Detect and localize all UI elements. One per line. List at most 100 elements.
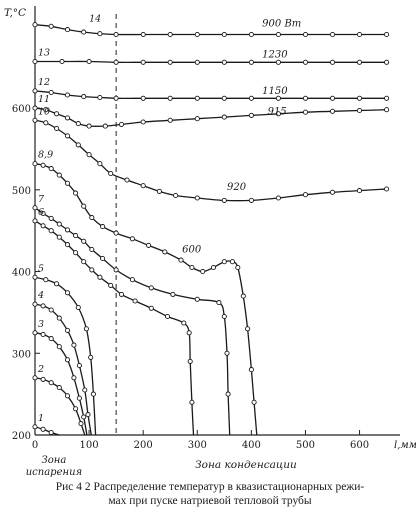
- data-point: [40, 210, 46, 217]
- data-point: [356, 59, 363, 65]
- data-point: [97, 161, 103, 167]
- data-point: [384, 186, 390, 192]
- data-point: [302, 95, 309, 101]
- data-point: [43, 107, 49, 113]
- data-point: [275, 95, 281, 101]
- data-point: [140, 59, 146, 65]
- data-point: [162, 249, 168, 255]
- data-point: [167, 59, 173, 65]
- curve-label-13: 13: [38, 47, 50, 58]
- data-point: [48, 429, 54, 436]
- data-point: [48, 215, 54, 221]
- data-point: [167, 95, 173, 101]
- data-point: [56, 221, 62, 227]
- data-point: [221, 197, 227, 203]
- chart-axes: 0 100 200 300 400 500 600 200 300 400 500 600 T,°C l,…: [4, 6, 416, 478]
- data-point: [108, 282, 114, 288]
- data-point: [64, 393, 71, 399]
- data-point: [170, 291, 176, 297]
- data-point: [167, 117, 173, 123]
- power-annotation: 920: [227, 182, 247, 193]
- curve-label-4: 4: [37, 290, 44, 301]
- data-point: [113, 59, 119, 65]
- data-point: [73, 190, 79, 196]
- curve-label-11: 11: [38, 94, 50, 105]
- data-point: [81, 414, 87, 420]
- data-point: [100, 255, 106, 262]
- data-point: [194, 31, 200, 38]
- data-point: [113, 31, 119, 38]
- data-point: [71, 375, 77, 381]
- data-point: [148, 305, 154, 311]
- data-point: [64, 242, 71, 248]
- data-point: [76, 395, 82, 401]
- data-point: [235, 264, 241, 271]
- data-point: [118, 121, 125, 127]
- data-point: [221, 114, 227, 120]
- x-tick-label: 500: [296, 440, 315, 451]
- data-point: [118, 291, 125, 297]
- data-point: [86, 58, 92, 65]
- data-point: [75, 142, 81, 148]
- data-point: [64, 290, 71, 296]
- data-point: [384, 107, 390, 113]
- data-point: [32, 58, 38, 65]
- zone-condensation-label: Зона конденсации: [195, 459, 297, 471]
- data-point: [81, 94, 87, 100]
- data-point: [248, 197, 254, 203]
- data-point: [221, 313, 227, 320]
- data-point: [56, 315, 62, 321]
- figure-caption: Рис 4 2 Распределение температур в квази…: [14, 480, 406, 508]
- data-point: [248, 59, 254, 65]
- power-annotation: 1230: [262, 49, 288, 60]
- data-point: [73, 233, 79, 239]
- data-point: [275, 31, 281, 38]
- data-point: [86, 123, 92, 129]
- data-point: [43, 277, 49, 283]
- data-point: [194, 195, 200, 201]
- data-point: [100, 224, 106, 230]
- caption-line-2: мах при пуске натриевой тепловой трубы: [108, 495, 312, 507]
- data-point: [221, 59, 227, 65]
- y-tick-label: 600: [12, 104, 31, 115]
- curve-label-1: 1: [38, 413, 44, 424]
- data-point: [221, 259, 227, 265]
- data-point: [40, 223, 46, 229]
- data-point: [329, 59, 336, 65]
- series-line-6: [34, 220, 195, 436]
- data-point: [64, 115, 71, 121]
- data-point: [97, 274, 103, 280]
- data-point: [186, 330, 192, 336]
- data-point: [248, 95, 254, 101]
- data-point: [78, 421, 84, 427]
- data-point: [56, 344, 62, 350]
- data-point: [221, 95, 227, 101]
- data-point: [178, 257, 184, 263]
- data-point: [102, 123, 108, 129]
- data-point: [89, 267, 95, 273]
- series-line-1: [34, 426, 60, 436]
- data-point: [64, 227, 71, 233]
- data-point: [64, 180, 71, 186]
- caption-line-1: Рис 4 2 Распределение температур в квази…: [55, 481, 365, 493]
- curve-label-10: 10: [38, 106, 50, 117]
- x-tick-label: 200: [134, 440, 153, 451]
- data-point: [189, 264, 195, 271]
- data-point: [248, 31, 254, 38]
- data-point: [97, 31, 103, 37]
- data-point: [32, 117, 38, 123]
- data-point: [48, 166, 54, 172]
- data-point: [64, 133, 71, 139]
- data-point: [329, 189, 336, 195]
- y-axis-label: T,°C: [4, 7, 26, 19]
- data-point: [32, 330, 38, 336]
- power-annotation: 900 Вт: [262, 18, 301, 29]
- data-point: [140, 95, 146, 101]
- zone-evaporation-label: Зона: [42, 455, 67, 466]
- data-point: [356, 188, 363, 194]
- data-point: [113, 267, 119, 273]
- data-point: [86, 152, 92, 158]
- data-point: [75, 304, 81, 311]
- data-point: [40, 162, 46, 168]
- series-line-14: [34, 24, 387, 36]
